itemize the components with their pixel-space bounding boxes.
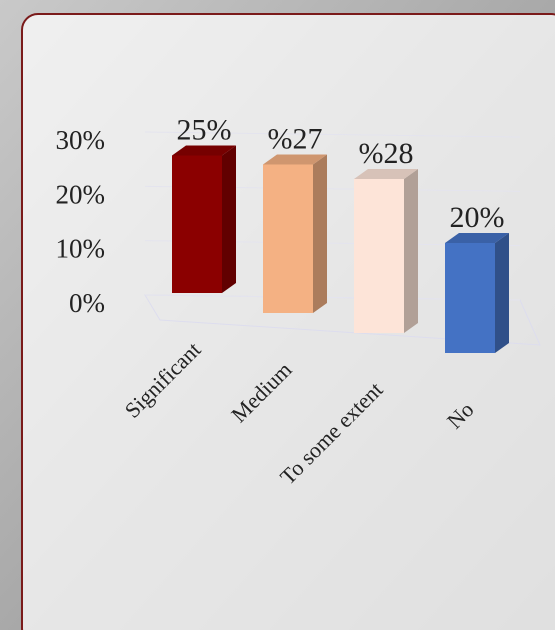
- data-label: 20%: [450, 201, 505, 234]
- y-tick-label: 30%: [56, 125, 106, 155]
- bar-side: [222, 145, 236, 293]
- bar-top: [445, 233, 509, 243]
- grid-line: [144, 131, 521, 138]
- bar-side: [404, 169, 418, 333]
- bar: [263, 164, 313, 313]
- y-tick-label: 10%: [56, 234, 106, 264]
- bar-top: [172, 145, 236, 156]
- y-tick-label: 20%: [56, 179, 106, 209]
- chart-frame: [21, 13, 555, 635]
- data-label: 25%: [177, 114, 232, 147]
- data-label: %28: [359, 137, 414, 170]
- bar: [354, 179, 404, 333]
- bar-side: [313, 154, 327, 313]
- bar: [172, 155, 222, 293]
- data-label: %27: [268, 123, 323, 156]
- y-tick-label: 0%: [69, 288, 105, 318]
- bar-top: [263, 154, 327, 165]
- bar-side: [495, 233, 509, 353]
- bar: [445, 243, 495, 353]
- bar-top: [354, 169, 418, 179]
